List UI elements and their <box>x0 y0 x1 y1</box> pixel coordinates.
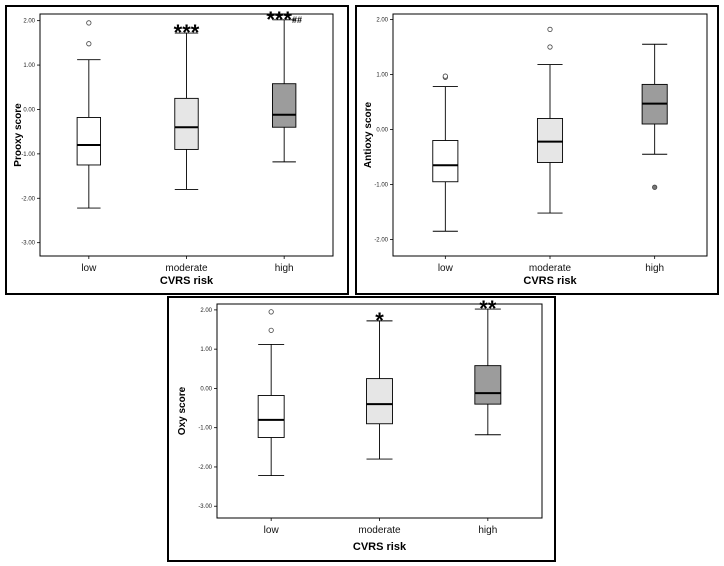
y-tick-label: 0.00 <box>376 128 388 134</box>
y-tick-label: -3.00 <box>21 241 35 247</box>
y-tick-label: 0.00 <box>23 107 35 113</box>
significance-label: * <box>375 308 384 333</box>
y-tick-label: -3.00 <box>198 504 212 510</box>
x-tick-label: moderate <box>358 525 401 536</box>
oxy-panel: -3.00 -2.00 -1.00 0.00 1.00 2.00 low moderate * h… <box>167 296 556 562</box>
x-tick-label: low <box>438 263 454 274</box>
y-tick-label: 0.00 <box>200 386 212 392</box>
significance-label: ***## <box>266 7 302 32</box>
outlier-point <box>86 20 92 26</box>
y-tick-label: -2.00 <box>21 196 35 202</box>
significance-label: ** <box>479 298 497 321</box>
antioxy-panel: -2.00 -1.00 0.00 1.00 2.00 low moderate high CVR… <box>355 5 719 295</box>
y-tick-label: 1.00 <box>23 63 35 69</box>
y-axis-label: Oxy score <box>177 386 188 435</box>
y-tick-label: 2.00 <box>200 308 212 314</box>
prooxy-panel: -3.00 -2.00 -1.00 0.00 1.00 2.00 low moderate **… <box>5 5 349 295</box>
oxy-boxplot: -3.00 -2.00 -1.00 0.00 1.00 2.00 low moderate * h… <box>177 298 543 553</box>
box-moderate <box>366 378 393 425</box>
significance-label: *** <box>174 20 200 45</box>
y-tick-label: 2.00 <box>23 19 35 25</box>
box-high <box>271 83 297 128</box>
antioxy-boxplot: -2.00 -1.00 0.00 1.00 2.00 low moderate high CVR… <box>363 13 708 287</box>
box-moderate <box>174 97 199 150</box>
box-low <box>257 395 285 438</box>
x-tick-label: low <box>264 525 280 536</box>
box-low <box>76 117 102 166</box>
y-tick-label: -1.00 <box>198 426 212 432</box>
x-tick-label: high <box>275 263 294 274</box>
outlier-point <box>268 309 274 315</box>
y-tick-label: -1.00 <box>21 152 35 158</box>
x-tick-label: high <box>478 525 497 536</box>
x-axis-label: CVRS risk <box>160 275 214 287</box>
y-tick-label: -2.00 <box>374 238 388 244</box>
box-low <box>432 140 459 183</box>
outlier-point <box>547 26 553 32</box>
outlier-point <box>268 327 274 333</box>
x-tick-label: high <box>645 263 664 274</box>
box-high <box>474 365 502 405</box>
y-tick-label: -2.00 <box>198 465 212 471</box>
outlier-point <box>86 41 92 47</box>
x-tick-label: moderate <box>165 263 208 274</box>
x-tick-label: moderate <box>529 263 572 274</box>
y-tick-label: 2.00 <box>376 18 388 24</box>
x-axis-label: CVRS risk <box>353 541 407 553</box>
outlier-point <box>652 184 658 190</box>
x-axis-label: CVRS risk <box>523 275 577 287</box>
outlier-point <box>547 44 553 50</box>
y-axis-label: Antioxy score <box>363 101 374 168</box>
y-axis-label: Prooxy score <box>13 103 24 167</box>
box-moderate <box>536 118 564 163</box>
y-tick-label: 1.00 <box>376 73 388 79</box>
y-tick-label: -1.00 <box>374 183 388 189</box>
y-tick-label: 1.00 <box>200 347 212 353</box>
prooxy-boxplot: -3.00 -2.00 -1.00 0.00 1.00 2.00 low moderate **… <box>13 7 334 287</box>
x-tick-label: low <box>81 263 97 274</box>
outlier-point <box>442 73 448 79</box>
